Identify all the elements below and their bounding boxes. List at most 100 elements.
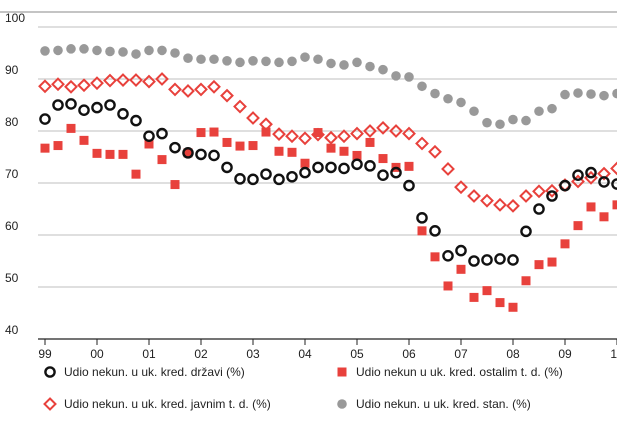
legend-swatch	[44, 366, 56, 378]
legend-swatch	[43, 397, 57, 411]
point	[246, 111, 260, 125]
point	[131, 169, 141, 179]
point	[260, 168, 272, 180]
point	[545, 183, 559, 198]
legend-swatch	[337, 399, 347, 409]
point	[299, 166, 311, 179]
point	[51, 77, 65, 92]
point	[40, 46, 50, 56]
point	[144, 139, 154, 149]
point	[415, 136, 429, 151]
point	[221, 161, 233, 174]
point	[182, 147, 194, 159]
point	[170, 48, 180, 58]
point	[402, 126, 416, 141]
legend-label: Udio nekun. u uk. kred. stan. (%)	[356, 397, 531, 411]
point	[157, 45, 167, 56]
point	[403, 179, 415, 192]
x-tick-label: 08	[506, 347, 520, 361]
point	[157, 155, 167, 165]
point	[508, 302, 518, 312]
point	[235, 141, 245, 151]
point	[220, 88, 234, 103]
point	[519, 189, 533, 203]
point	[273, 173, 285, 186]
point	[183, 148, 193, 158]
point	[495, 298, 505, 308]
point	[274, 57, 284, 68]
point	[429, 225, 441, 237]
point	[363, 124, 377, 138]
point	[532, 184, 546, 199]
series	[39, 98, 617, 267]
point	[441, 162, 455, 176]
point	[313, 128, 323, 138]
x-tick-label: 99	[38, 347, 52, 361]
point	[442, 249, 454, 262]
point	[324, 130, 338, 145]
point	[559, 179, 571, 192]
point	[77, 78, 91, 93]
point	[469, 292, 479, 302]
point	[222, 137, 232, 147]
point	[209, 54, 219, 65]
point	[92, 148, 102, 158]
point	[506, 198, 520, 213]
point	[105, 46, 115, 57]
point	[118, 47, 128, 57]
point	[234, 173, 246, 185]
point	[404, 72, 414, 82]
point	[586, 202, 596, 212]
point	[117, 108, 129, 120]
point	[494, 253, 506, 265]
point	[168, 82, 182, 97]
point	[65, 98, 77, 110]
x-tick-label: 09	[558, 347, 572, 361]
point	[378, 154, 388, 164]
point	[455, 244, 467, 257]
point	[612, 200, 617, 210]
point	[390, 166, 402, 179]
point	[534, 106, 544, 117]
point	[456, 264, 466, 274]
point	[118, 149, 128, 159]
point	[468, 255, 480, 267]
x-tick-label: 10	[610, 347, 617, 361]
legend-label: Udio nekun. u uk. kred. državi (%)	[64, 365, 245, 379]
y-tick-label: 80	[5, 115, 19, 129]
point	[196, 128, 206, 138]
y-tick-label: 70	[5, 167, 19, 181]
point	[495, 119, 505, 130]
point	[38, 79, 52, 94]
point	[365, 61, 375, 72]
point	[53, 45, 63, 56]
series	[40, 123, 617, 312]
point	[546, 190, 558, 202]
point	[507, 254, 519, 266]
point	[131, 49, 141, 59]
point	[286, 170, 298, 183]
point	[142, 74, 156, 89]
point	[248, 141, 258, 151]
point	[312, 161, 324, 174]
y-tick-label: 90	[5, 63, 19, 77]
point	[560, 89, 570, 100]
point	[78, 104, 90, 116]
point	[351, 158, 363, 171]
point	[573, 221, 583, 231]
point	[585, 166, 597, 179]
point	[129, 73, 143, 87]
point	[144, 45, 154, 56]
point	[430, 88, 440, 99]
point	[274, 146, 284, 156]
point	[338, 162, 350, 175]
point	[521, 276, 531, 286]
point	[430, 252, 440, 262]
point	[195, 148, 207, 161]
point	[610, 161, 617, 176]
point	[443, 281, 453, 291]
point	[428, 144, 442, 159]
point	[482, 286, 492, 296]
point	[90, 76, 104, 91]
